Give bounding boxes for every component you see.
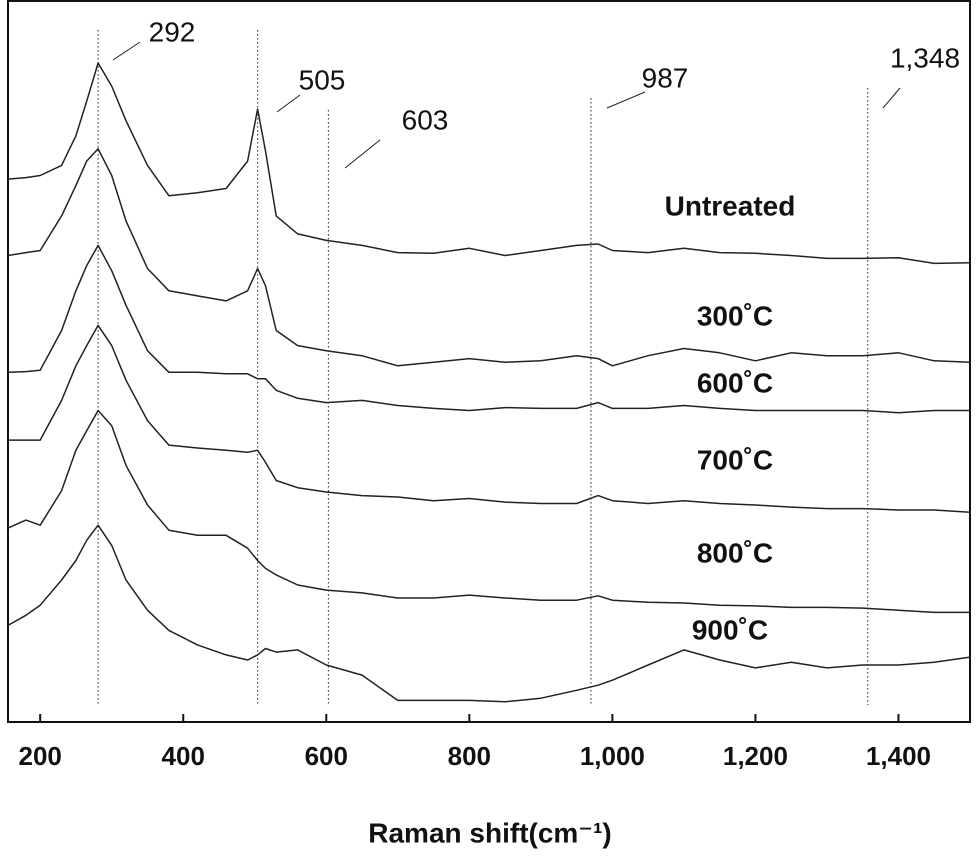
annotation: 1,348 <box>890 42 960 73</box>
leader-line <box>276 94 301 113</box>
series-label: 800˚C <box>697 537 773 568</box>
x-tick-label: 400 <box>162 741 205 771</box>
series-label: 700˚C <box>697 444 773 475</box>
spectrum-line <box>7 148 971 367</box>
x-tick-label: 1,200 <box>723 741 788 771</box>
x-tick-label: 1,400 <box>866 741 931 771</box>
x-tick-label: 1,000 <box>580 741 645 771</box>
annotation: 505 <box>299 64 346 95</box>
spectrum-line <box>7 524 971 703</box>
leader-line <box>344 139 381 169</box>
x-tick-label: 600 <box>305 741 348 771</box>
series-label: Untreated <box>665 190 796 221</box>
spectrum-line <box>7 62 971 265</box>
series-label: 300˚C <box>697 300 773 331</box>
annotation: 603 <box>402 104 449 135</box>
spectrum-line <box>7 244 970 414</box>
x-axis-label: Raman shift(cm⁻¹) <box>368 817 611 848</box>
leader-line <box>606 91 646 109</box>
leader-line <box>112 41 141 61</box>
annotation: 987 <box>642 62 689 93</box>
x-tick-label: 200 <box>18 741 61 771</box>
series-label: 600˚C <box>697 367 773 398</box>
series-label: 900˚C <box>692 614 768 645</box>
annotation: 292 <box>149 16 196 47</box>
leader-line <box>882 87 901 109</box>
spectrum-line <box>8 324 971 513</box>
x-tick-label: 800 <box>448 741 491 771</box>
spectrum-line <box>7 409 970 614</box>
